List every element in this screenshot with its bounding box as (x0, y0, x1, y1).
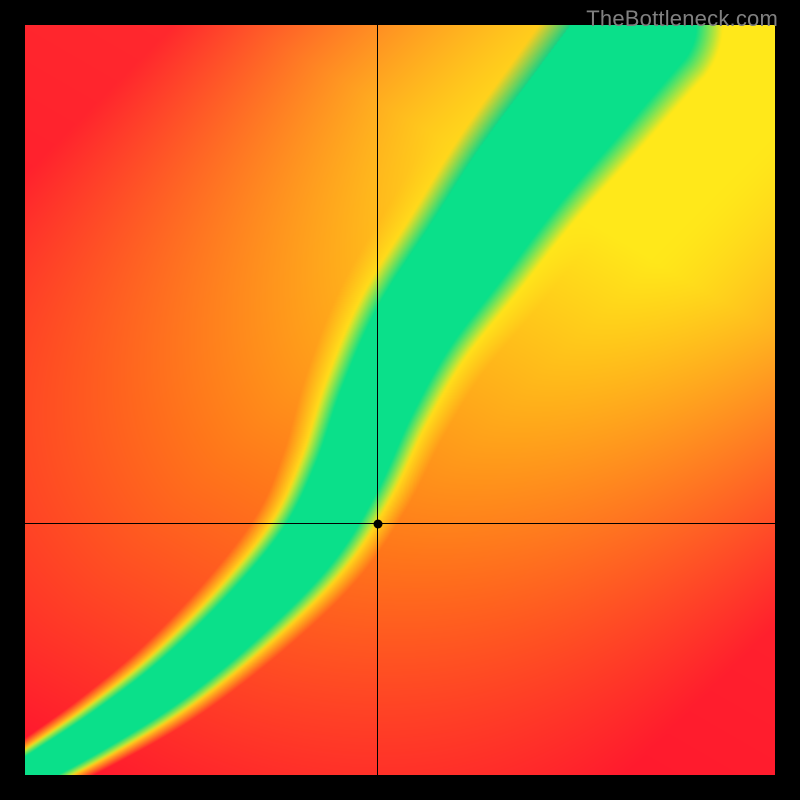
crosshair-vertical (377, 25, 378, 775)
watermark-text: TheBottleneck.com (586, 6, 778, 32)
heatmap-canvas (25, 25, 775, 775)
bottleneck-heatmap (25, 25, 775, 775)
crosshair-horizontal (25, 523, 775, 524)
marker-dot (373, 519, 382, 528)
